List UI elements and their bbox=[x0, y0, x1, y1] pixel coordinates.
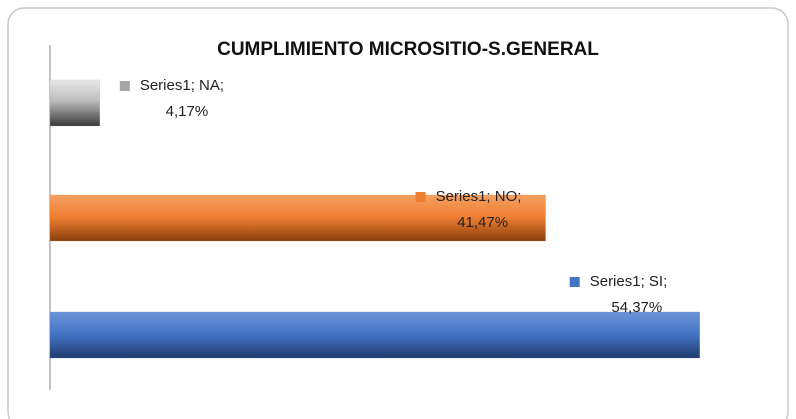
label-key bbox=[569, 277, 580, 287]
data-label-line: Series1; SI; bbox=[590, 273, 668, 290]
data-label: Series1; NO; 41,47% bbox=[436, 188, 522, 231]
bar bbox=[50, 80, 100, 126]
data-label-line: 4,17% bbox=[161, 103, 208, 120]
bar-edge bbox=[49, 79, 101, 127]
bar-edge bbox=[49, 194, 546, 242]
chart-title: CUMPLIMIENTO MICROSITIO-S.GENERAL bbox=[217, 39, 599, 60]
bar-edge bbox=[49, 311, 700, 359]
label-key bbox=[415, 192, 426, 202]
data-label-line: Series1; NO; bbox=[436, 188, 522, 205]
data-label-line: 54,37% bbox=[607, 299, 662, 316]
label-key bbox=[119, 81, 130, 91]
data-label-line: Series1; NA; bbox=[140, 77, 224, 94]
data-label: Series1; SI; 54,37% bbox=[590, 273, 668, 316]
data-label-line: 41,47% bbox=[453, 214, 508, 231]
bar bbox=[50, 312, 700, 358]
bar bbox=[50, 195, 546, 241]
data-label: Series1; NA; 4,17% bbox=[140, 77, 224, 120]
